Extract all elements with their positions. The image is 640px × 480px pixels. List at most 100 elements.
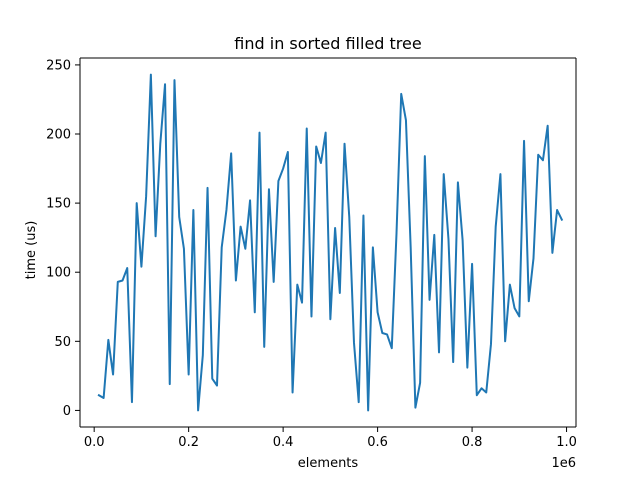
data-point [542,159,544,161]
data-point [457,181,459,183]
data-point [240,226,242,228]
data-point [348,216,350,218]
data-point [353,342,355,344]
data-point [405,119,407,121]
plot-area: 0.0 0.2 0.4 0.6 0.8 1.0 0 50 100 150 200 250 [46,57,577,450]
y-tick-label: 100 [46,266,71,281]
data-point [131,401,133,403]
data-point [504,340,506,342]
data-point [202,354,204,356]
data-point [268,188,270,190]
data-point [301,302,303,304]
data-point [169,383,171,385]
data-point [117,281,119,283]
x-tick-label: 0.6 [367,435,388,450]
data-point [155,235,157,237]
data-point [537,154,539,156]
data-point [244,248,246,250]
data-point [419,382,421,384]
data-point [561,219,563,221]
data-point [325,132,327,134]
data-point [528,300,530,302]
data-point [362,215,364,217]
x-tick-label: 0.8 [462,435,483,450]
data-point [344,143,346,145]
data-point [320,162,322,164]
data-point [159,143,161,145]
data-point [433,234,435,236]
data-point [443,173,445,175]
x-tick-label: 0.0 [84,435,105,450]
data-point [188,373,190,375]
data-point [485,391,487,393]
data-point [481,387,483,389]
x-tick-label: 1.0 [556,435,577,450]
data-point [410,246,412,248]
data-point [523,140,525,142]
data-point [282,168,284,170]
chart-title: find in sorted filled tree [234,34,421,53]
y-tick-label: 200 [46,128,71,143]
data-point [112,373,114,375]
data-point [122,280,124,282]
x-tick-label: 0.2 [178,435,199,450]
data-point [447,238,449,240]
data-point [292,391,294,393]
data-point [490,343,492,345]
x-tick-label: 0.4 [273,435,294,450]
data-point [466,367,468,369]
data-point [145,195,147,197]
data-point [103,397,105,399]
data-point [136,202,138,204]
data-point [429,299,431,301]
data-point [235,280,237,282]
data-point [551,252,553,254]
y-tick-label: 50 [54,335,71,350]
data-point [556,209,558,211]
data-point [310,315,312,317]
data-point [287,151,289,153]
y-tick-label: 250 [46,58,71,73]
data-point [183,248,185,250]
data-point [499,173,501,175]
data-point [107,339,109,341]
y-axis-label: time (us) [24,221,39,280]
data-point [381,332,383,334]
data-point [386,333,388,335]
data-point [230,152,232,154]
data-point [98,394,100,396]
data-point [452,361,454,363]
data-point [126,267,128,269]
data-point [377,311,379,313]
data-point [315,145,317,147]
data-point [259,132,261,134]
data-point [329,318,331,320]
data-point [476,394,478,396]
data-point [334,227,336,229]
data-point [150,74,152,76]
y-tick-label: 150 [46,197,71,212]
data-point [532,257,534,259]
data-point [400,93,402,95]
data-point [178,216,180,218]
data-point [495,226,497,228]
data-point [197,409,199,411]
y-tick-label: 0 [63,404,71,419]
data-point [306,127,308,129]
data-point [509,284,511,286]
series-line-0 [97,73,564,412]
data-point [424,155,426,157]
data-point [471,263,473,265]
data-point [263,346,265,348]
data-point [367,409,369,411]
data-point [225,209,227,211]
data-point [216,385,218,387]
data-point [192,209,194,211]
data-point [249,199,251,201]
data-point [277,180,279,182]
data-point [396,233,398,235]
data-point [547,125,549,127]
data-point [207,187,209,189]
data-point [372,246,374,248]
data-point [140,266,142,268]
